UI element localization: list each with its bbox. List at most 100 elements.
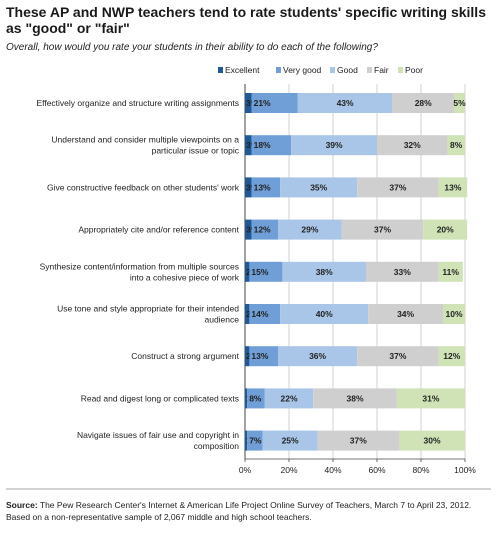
data-label: 11% bbox=[442, 267, 459, 277]
data-label: 7% bbox=[249, 436, 262, 446]
data-label: 32% bbox=[404, 140, 421, 150]
data-label: 25% bbox=[282, 436, 299, 446]
bar-segment bbox=[368, 304, 443, 324]
data-label: 34% bbox=[397, 309, 414, 319]
data-label: 13% bbox=[254, 182, 271, 192]
chart-title: These AP and NWP teachers tend to rate s… bbox=[6, 4, 486, 36]
legend-swatch bbox=[398, 67, 403, 73]
data-label: 39% bbox=[326, 140, 343, 150]
data-label: 37% bbox=[389, 351, 406, 361]
data-label: 21% bbox=[254, 98, 271, 108]
category-label: Use tone and style appropriate for their… bbox=[57, 304, 239, 314]
data-label: 5% bbox=[453, 98, 466, 108]
bar-segment bbox=[357, 177, 439, 198]
data-label: 28% bbox=[415, 98, 432, 108]
legend-swatch bbox=[367, 67, 372, 73]
category-label: Understand and consider multiple viewpoi… bbox=[51, 135, 239, 145]
bar-segment bbox=[247, 388, 265, 409]
data-label: 35% bbox=[310, 182, 327, 192]
data-label: 36% bbox=[309, 351, 326, 361]
category-label: composition bbox=[194, 441, 240, 451]
x-tick-label: 20% bbox=[280, 465, 297, 475]
bar-segment bbox=[245, 430, 248, 451]
bar-segment bbox=[245, 346, 250, 367]
bar-segment bbox=[423, 219, 468, 240]
bar-segment bbox=[454, 93, 465, 113]
bar-segment bbox=[438, 346, 465, 367]
x-tick-label: 0% bbox=[239, 465, 252, 475]
category-label: Effectively organize and structure writi… bbox=[36, 98, 239, 108]
data-label: 8% bbox=[450, 140, 463, 150]
data-label: 43% bbox=[337, 98, 354, 108]
bar-segment bbox=[291, 135, 377, 156]
bar-segment bbox=[280, 304, 369, 324]
bar-segment bbox=[249, 304, 281, 324]
x-tick-label: 40% bbox=[324, 465, 341, 475]
bar-segment bbox=[251, 93, 298, 113]
bar-segment bbox=[366, 261, 439, 282]
legend-label: Excellent bbox=[225, 65, 260, 75]
bar-segment bbox=[392, 93, 454, 113]
bar-segment bbox=[245, 304, 250, 324]
data-label: 31% bbox=[422, 393, 439, 403]
x-tick-label: 80% bbox=[412, 465, 429, 475]
bar-segment bbox=[251, 219, 278, 240]
bar-segment bbox=[245, 177, 252, 198]
bar-segment bbox=[282, 261, 366, 282]
data-label: 40% bbox=[316, 309, 333, 319]
legend-swatch bbox=[218, 67, 223, 73]
bar-segment bbox=[377, 135, 448, 156]
data-label: 38% bbox=[316, 267, 333, 277]
bar-segment bbox=[341, 219, 424, 240]
data-label: 30% bbox=[423, 436, 440, 446]
chart-subtitle: Overall, how would you rate your student… bbox=[6, 42, 378, 53]
data-label: 12% bbox=[443, 351, 460, 361]
bar-segment bbox=[396, 388, 465, 409]
bar-segment bbox=[278, 219, 342, 240]
data-label: 37% bbox=[350, 436, 367, 446]
bar-segment bbox=[297, 93, 393, 113]
bar-segment bbox=[438, 177, 468, 198]
bar-segment bbox=[280, 177, 358, 198]
bar-segment bbox=[438, 261, 463, 282]
bar-segment bbox=[245, 135, 252, 156]
bar-segment bbox=[443, 304, 465, 324]
category-label: Give constructive feedback on other stud… bbox=[47, 182, 240, 192]
bar-segment bbox=[399, 430, 465, 451]
bar-segment bbox=[245, 219, 252, 240]
data-label: 29% bbox=[301, 225, 318, 235]
category-label: Appropriately cite and/or reference cont… bbox=[78, 225, 239, 235]
stacked-bar-chart: 0% 20% 40% 60% 80% 100% Excellent Very good Good… bbox=[6, 65, 491, 490]
data-label: 38% bbox=[346, 393, 363, 403]
category-label: Read and digest long or complicated text… bbox=[81, 393, 239, 403]
bar-segment bbox=[447, 135, 465, 156]
source-text: The Pew Research Center's Internet & Ame… bbox=[6, 500, 472, 522]
data-label: 18% bbox=[254, 140, 271, 150]
legend-label: Poor bbox=[405, 65, 423, 75]
source-label: Source: bbox=[6, 500, 38, 510]
legend-swatch bbox=[276, 67, 281, 73]
bar-segment bbox=[262, 430, 318, 451]
category-label: into a cohesive piece of work bbox=[130, 272, 240, 282]
bar-segment bbox=[278, 346, 358, 367]
category-label: Synthesize content/information from mult… bbox=[40, 261, 239, 271]
data-label: 37% bbox=[389, 182, 406, 192]
bar-segment bbox=[251, 135, 292, 156]
x-tick-label: 60% bbox=[368, 465, 385, 475]
bar-segment bbox=[251, 177, 281, 198]
category-label: Construct a strong argument bbox=[131, 351, 239, 361]
bar-segment bbox=[264, 388, 314, 409]
data-label: 15% bbox=[251, 267, 268, 277]
data-label: 22% bbox=[280, 393, 297, 403]
bar-segment bbox=[245, 93, 252, 113]
data-label: 8% bbox=[249, 393, 262, 403]
category-label: Navigate issues of fair use and copyrigh… bbox=[77, 430, 239, 440]
data-label: 20% bbox=[437, 225, 454, 235]
legend-label: Good bbox=[337, 65, 358, 75]
legend-label: Fair bbox=[374, 65, 389, 75]
source-note: Source: The Pew Research Center's Intern… bbox=[6, 499, 492, 523]
data-label: 14% bbox=[251, 309, 268, 319]
bar-segment bbox=[249, 261, 283, 282]
data-label: 37% bbox=[374, 225, 391, 235]
data-label: 13% bbox=[251, 351, 268, 361]
